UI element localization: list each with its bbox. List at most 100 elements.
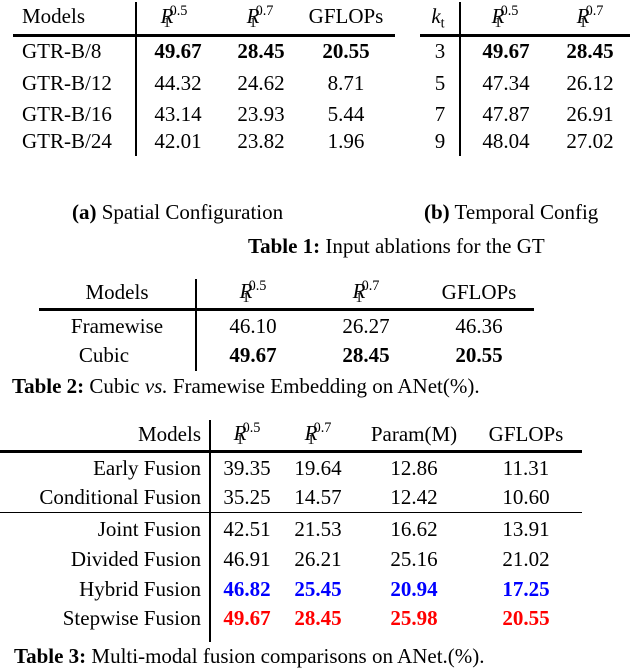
- cell-kt: 3: [434, 39, 446, 63]
- cell-r05: 46.10: [229, 314, 277, 338]
- cell-r05: 44.32: [154, 71, 202, 95]
- header-param: Param(M): [370, 422, 458, 446]
- table-rule-top: [0, 450, 582, 453]
- caption-text: Spatial Configuration: [96, 200, 284, 224]
- caption-text: Temporal Config: [449, 200, 599, 224]
- header-r1-07: R10.7: [576, 3, 604, 32]
- header-r1-05: R10.5: [491, 3, 519, 32]
- cell-model: GTR-B/24: [22, 129, 112, 153]
- caption-vs: vs.: [144, 374, 168, 398]
- cell-r07: 28.45: [294, 606, 342, 630]
- table-rule-mid: [0, 512, 582, 514]
- cell-model: Joint Fusion: [97, 517, 201, 541]
- caption-text: Cubic: [84, 374, 145, 398]
- cell-model: Stepwise Fusion: [62, 606, 201, 630]
- cell-param: 12.86: [390, 456, 438, 480]
- cell-r05: 47.34: [482, 71, 530, 95]
- caption-table-1a: (a) Spatial Configuration: [72, 202, 283, 223]
- cell-r07: 14.57: [294, 485, 342, 509]
- caption-text: Multi-modal fusion comparisons on ANet.(…: [86, 644, 485, 668]
- header-models: Models: [138, 422, 201, 446]
- cell-r07: 26.21: [294, 547, 342, 571]
- cell-r05: 46.82: [223, 577, 271, 601]
- cell-gflops: 10.60: [502, 485, 550, 509]
- cell-r07: 28.45: [342, 343, 390, 367]
- caption-label: Table 3:: [14, 644, 87, 668]
- caption-table-2: Table 2: Cubic vs. Framewise Embedding o…: [12, 376, 480, 397]
- cell-r05: 39.35: [223, 456, 271, 480]
- header-gflops: GFLOPs: [308, 4, 384, 28]
- column-divider: [195, 279, 197, 371]
- cell-gflops: 21.02: [502, 547, 550, 571]
- cell-model: Divided Fusion: [70, 547, 201, 571]
- cell-model: GTR-B/12: [22, 71, 112, 95]
- cell-param: 16.62: [390, 517, 438, 541]
- cell-kt: 9: [434, 129, 446, 153]
- cell-r05: 43.14: [154, 102, 202, 126]
- table-rule-top: [39, 308, 534, 311]
- cell-gflops: 11.31: [502, 456, 550, 480]
- cell-r07: 27.02: [566, 129, 614, 153]
- header-r1-07: R10.7: [304, 420, 332, 449]
- cell-r05: 48.04: [482, 129, 530, 153]
- cell-r07: 28.45: [237, 39, 285, 63]
- cell-r05: 42.51: [223, 517, 271, 541]
- cell-gflops: 46.36: [455, 314, 503, 338]
- column-divider: [459, 2, 461, 156]
- cell-r07: 25.45: [294, 577, 342, 601]
- cell-r05: 46.91: [223, 547, 271, 571]
- caption-table-3: Table 3: Multi-modal fusion comparisons …: [14, 646, 485, 667]
- table-rule-top: [420, 34, 630, 37]
- cell-param: 25.16: [390, 547, 438, 571]
- column-divider: [135, 2, 137, 156]
- cell-model: Framewise: [70, 314, 164, 338]
- cell-model: GTR-B/16: [22, 102, 112, 126]
- header-r1-07: R10.7: [246, 3, 274, 32]
- cell-r05: 47.87: [482, 102, 530, 126]
- cell-gflops: 5.44: [327, 102, 365, 126]
- caption-label: Table 2:: [12, 374, 85, 398]
- cell-r07: 19.64: [294, 456, 342, 480]
- caption-label: Table 1:: [248, 234, 321, 258]
- caption-table-1b: (b) Temporal Config: [424, 202, 598, 223]
- cell-r07: 23.82: [237, 129, 285, 153]
- cell-r07: 26.91: [566, 102, 614, 126]
- header-models: Models: [85, 280, 149, 304]
- cell-param: 12.42: [390, 485, 438, 509]
- cell-kt: 7: [434, 102, 446, 126]
- header-r1-07: R10.7: [352, 278, 380, 307]
- cell-model: Cubic: [78, 343, 130, 367]
- cell-model: GTR-B/8: [22, 39, 102, 63]
- cell-gflops: 8.71: [327, 71, 365, 95]
- cell-r05: 49.67: [482, 39, 530, 63]
- cell-gflops: 20.55: [455, 343, 503, 367]
- cell-param: 20.94: [390, 577, 438, 601]
- cell-r07: 28.45: [566, 39, 614, 63]
- cell-r07: 21.53: [294, 517, 342, 541]
- cell-gflops: 17.25: [502, 577, 550, 601]
- header-r1-05: R10.5: [239, 278, 267, 307]
- cell-r07: 26.12: [566, 71, 614, 95]
- cell-gflops: 1.96: [327, 129, 365, 153]
- cell-gflops: 20.55: [322, 39, 370, 63]
- cell-r07: 23.93: [237, 102, 285, 126]
- header-kt: kt: [431, 4, 445, 32]
- cell-r05: 49.67: [223, 606, 271, 630]
- cell-model: Conditional Fusion: [39, 485, 201, 509]
- header-models: Models: [22, 4, 85, 28]
- cell-r05: 49.67: [154, 39, 202, 63]
- cell-gflops: 20.55: [502, 606, 550, 630]
- header-r1-05: R10.5: [160, 3, 188, 32]
- header-gflops: GFLOPs: [488, 422, 564, 446]
- caption-text: Framewise Embedding on ANet(%).: [167, 374, 480, 398]
- caption-label: (a): [72, 200, 97, 224]
- cell-gflops: 13.91: [502, 517, 550, 541]
- cell-r05: 42.01: [154, 129, 202, 153]
- cell-model: Hybrid Fusion: [79, 577, 201, 601]
- caption-label: (b): [424, 200, 450, 224]
- cell-param: 25.98: [390, 606, 438, 630]
- cell-r07: 26.27: [342, 314, 390, 338]
- cell-model: Early Fusion: [93, 456, 201, 480]
- header-gflops: GFLOPs: [441, 280, 517, 304]
- cell-r07: 24.62: [237, 71, 285, 95]
